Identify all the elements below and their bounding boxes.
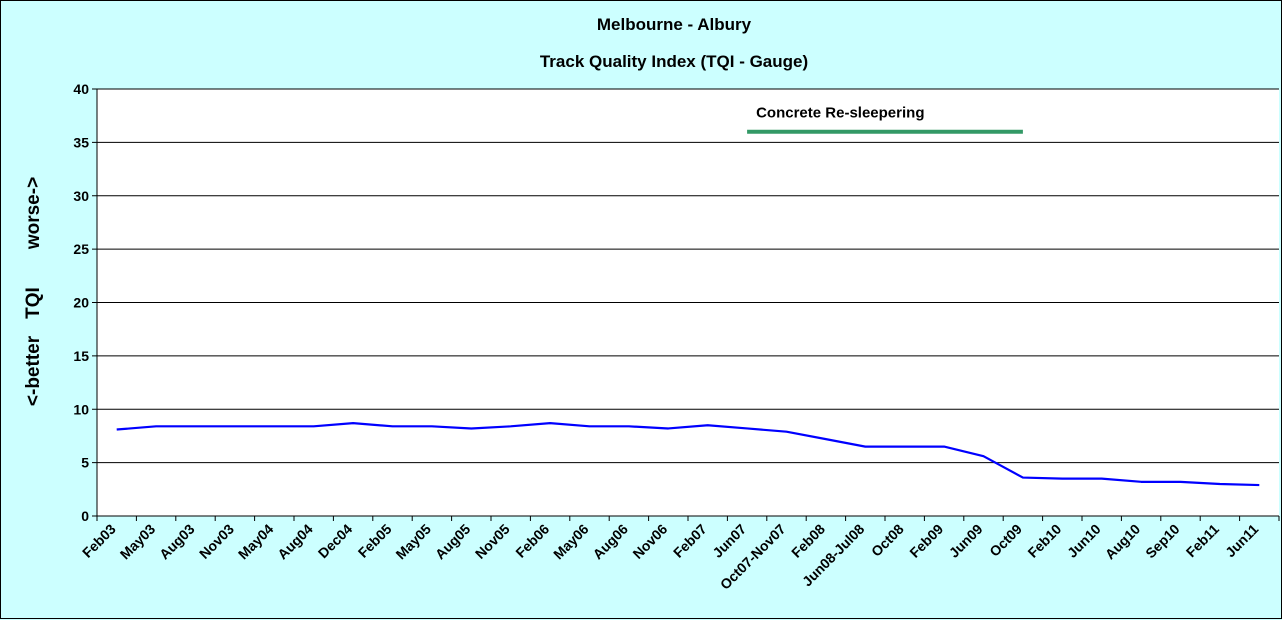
y-tick-label: 0 [81, 508, 89, 524]
x-tick-label: Feb03 [79, 521, 119, 561]
y-tick-label: 20 [73, 295, 89, 311]
series-layer [116, 422, 1260, 487]
grid-layer [97, 88, 1279, 464]
x-tick-label: Sep10 [1142, 521, 1183, 562]
annotation-layer: Concrete Re-sleepering [747, 105, 1023, 134]
x-tick-label: Aug04 [274, 521, 316, 563]
series-line [116, 422, 1260, 487]
y-axis-label-part: TQI [23, 287, 44, 319]
x-tick-label: Nov05 [472, 521, 513, 562]
x-tick-label: Aug03 [156, 521, 198, 563]
x-tick-label: Feb07 [670, 521, 710, 561]
x-tick-label: Feb09 [906, 521, 946, 561]
x-tick-label: Jun10 [1064, 521, 1104, 561]
x-tick-label: Feb11 [1183, 521, 1223, 561]
x-tick-label: Dec04 [315, 521, 356, 562]
x-tick-label: Aug06 [589, 521, 631, 563]
y-tick-label: 5 [81, 455, 89, 471]
x-tick-label: May06 [550, 521, 592, 563]
x-tick-label: Feb10 [1024, 521, 1064, 561]
y-tick-label: 30 [73, 188, 89, 204]
x-tick-label: Aug05 [432, 521, 474, 563]
chart-title: Melbourne - Albury [597, 15, 752, 34]
chart-subtitle: Track Quality Index (TQI - Gauge) [540, 52, 808, 71]
x-tick-label: Feb05 [355, 521, 395, 561]
x-tick-label: Jun11 [1222, 521, 1262, 561]
y-tick-label: 10 [73, 401, 89, 417]
y-axis-label-part: worse-> [23, 177, 44, 250]
y-axis-label-part: <-better [23, 335, 44, 406]
x-tick-label: Feb06 [512, 521, 552, 561]
x-tick-label: May04 [235, 521, 277, 563]
x-tick-label: Nov06 [629, 521, 670, 562]
y-tick-label: 25 [73, 241, 89, 257]
x-tick-label: May05 [392, 521, 434, 563]
y-tick-label: 15 [73, 348, 89, 364]
y-axis-label: <-better TQI worse-> [23, 177, 44, 406]
x-tick-label: Nov03 [196, 521, 237, 562]
x-tick-label: Jun09 [946, 521, 986, 561]
x-tick-label: Aug10 [1102, 521, 1144, 563]
y-tick-label: 35 [73, 134, 89, 150]
x-tick-label: May03 [117, 521, 159, 563]
x-tick-label: Oct08 [868, 521, 907, 560]
annotation-label: Concrete Re-sleepering [756, 105, 924, 122]
x-tick-label: Oct09 [986, 521, 1025, 560]
y-tick-label: 40 [73, 81, 89, 97]
